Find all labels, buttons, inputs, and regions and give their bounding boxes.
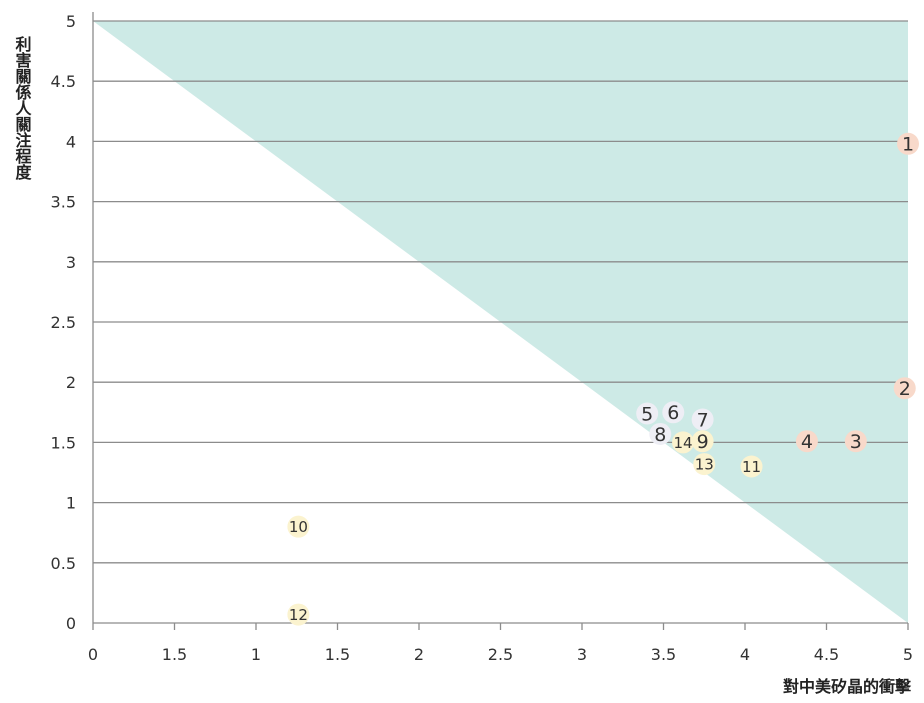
x-tick-label: 5: [903, 645, 913, 664]
x-tick-label: 3: [577, 645, 587, 664]
data-point: 4: [795, 430, 818, 453]
y-tick-label: 2.5: [51, 313, 76, 332]
point-label: 3: [850, 431, 862, 453]
point-label: 7: [697, 409, 709, 431]
grid-lines: [93, 20, 908, 564]
data-point: 6: [662, 401, 685, 424]
data-point: 9: [691, 430, 714, 453]
point-marker: [636, 402, 659, 425]
point-label: 5: [641, 403, 653, 425]
x-tick-label: 0: [88, 645, 98, 664]
y-tick-label: 0.5: [51, 554, 76, 573]
y-tick-label: 4.5: [51, 72, 76, 91]
y-tick-label: 3: [66, 253, 76, 272]
point-marker: [897, 132, 919, 155]
y-tick-label: 1.5: [51, 433, 76, 452]
data-point: 14: [672, 431, 695, 454]
point-marker: [795, 430, 818, 453]
point-label: 10: [289, 518, 308, 536]
y-tick-label: 2: [66, 373, 76, 392]
point-label: 1: [902, 134, 914, 156]
x-tick-label: 2.5: [488, 645, 513, 664]
point-marker: [740, 455, 763, 478]
point-marker: [649, 422, 672, 445]
y-tick-label: 1: [66, 494, 76, 513]
x-tick-label: 3.5: [651, 645, 676, 664]
x-tick-labels: 0 1.5 1 1.5 2 2.5 3 3.5 4 4.5 5: [88, 623, 913, 664]
y-axis-title: 利害關係人關注程度: [13, 35, 32, 181]
point-label: 9: [697, 431, 709, 453]
y-tick-label: 0: [66, 614, 76, 633]
x-tick-label: 1.5: [162, 645, 187, 664]
x-tick-label: 2: [414, 645, 424, 664]
y-tick-label: 3.5: [51, 193, 76, 212]
x-tick-label: 1.5: [325, 645, 350, 664]
data-point: 3: [844, 430, 867, 453]
point-label: 12: [289, 606, 308, 624]
point-marker: [691, 430, 714, 453]
x-tick-label: 1: [251, 645, 261, 664]
point-marker: [287, 515, 310, 538]
point-label: 14: [674, 434, 693, 452]
data-point: 12: [287, 603, 310, 626]
point-marker: [844, 430, 867, 453]
data-point: 13: [693, 453, 716, 476]
data-point: 2: [893, 377, 916, 400]
x-tick-label: 4: [740, 645, 750, 664]
y-tick-label: 4: [66, 132, 76, 151]
point-label: 13: [695, 455, 714, 473]
y-tick-label: 5: [66, 12, 76, 31]
x-axis-title: 對中美矽晶的衝擊: [783, 677, 912, 696]
point-marker: [693, 453, 716, 476]
y-tick-labels: 0 0.5 1 1.5 2 2.5 3 3.5 4 4.5 5: [51, 12, 76, 633]
data-point: 10: [287, 515, 310, 538]
point-marker: [662, 401, 685, 424]
data-point: 11: [740, 455, 763, 478]
point-label: 4: [801, 431, 813, 453]
data-point: 1: [897, 132, 919, 156]
data-point: 5: [636, 402, 659, 425]
point-label: 6: [667, 402, 679, 424]
data-point: 8: [649, 422, 672, 446]
point-marker: [691, 408, 714, 431]
point-marker: [672, 431, 695, 454]
point-marker: [287, 603, 310, 626]
point-label: 2: [899, 378, 911, 400]
x-tick-label: 4.5: [814, 645, 839, 664]
point-label: 8: [654, 424, 666, 446]
data-point: 7: [691, 408, 714, 431]
point-label: 11: [742, 458, 761, 476]
point-marker: [893, 377, 916, 400]
